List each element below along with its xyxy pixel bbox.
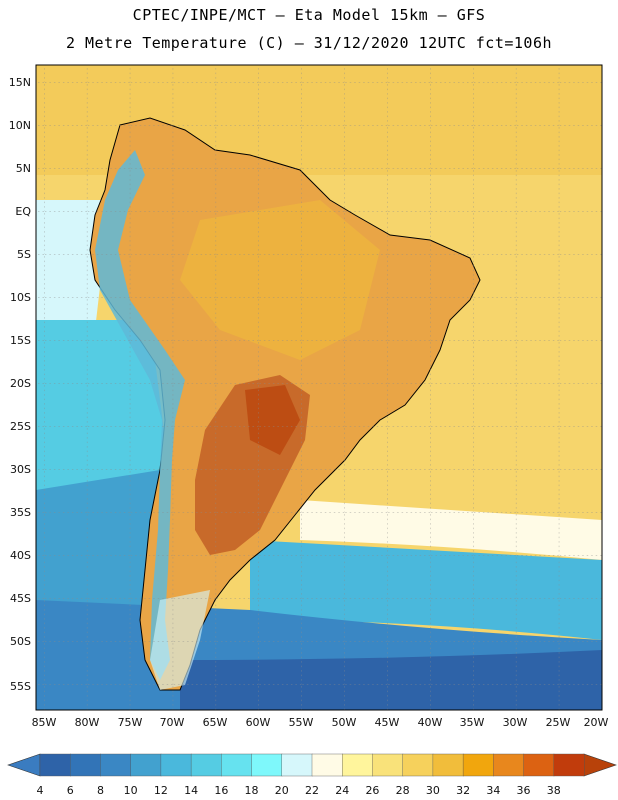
temperature-colorbar: 4 6 8 10 12 14 16 18 20 22 24 26 28 30 32 34 36 38 — [7, 753, 617, 797]
lat-label: 50S — [10, 635, 31, 648]
lat-label: 35S — [10, 506, 31, 519]
colorbar-swatch — [251, 753, 283, 777]
colorbar-swatch — [432, 753, 464, 777]
colorbar-label: 6 — [67, 784, 74, 797]
lon-label: 30W — [503, 716, 528, 729]
lon-label: 25W — [546, 716, 571, 729]
colorbar-swatch — [523, 753, 555, 777]
colorbar-swatch — [39, 753, 71, 777]
colorbar-low-arrow — [7, 753, 41, 777]
colorbar-label: 10 — [124, 784, 138, 797]
lat-label: EQ — [15, 205, 31, 218]
lon-label: 70W — [160, 716, 185, 729]
colorbar-swatch — [342, 753, 374, 777]
map-frame — [35, 64, 603, 711]
lon-label: 80W — [75, 716, 100, 729]
lon-label: 65W — [203, 716, 228, 729]
colorbar-swatch — [462, 753, 494, 777]
lat-label: 10S — [10, 291, 31, 304]
longitude-axis: 85W 80W 75W 70W 65W 60W 55W 50W 45W 40W … — [32, 716, 609, 729]
colorbar-swatch — [281, 753, 313, 777]
latitude-axis: 15N 10N 5N EQ 5S 10S 15S 20S 25S 30S 35S… — [9, 76, 32, 693]
colorbar-label: 24 — [335, 784, 349, 797]
colorbar-label: 4 — [37, 784, 44, 797]
lat-label: 5S — [17, 248, 31, 261]
lon-label: 20W — [584, 716, 609, 729]
colorbar-swatch — [402, 753, 434, 777]
map-field — [36, 65, 602, 710]
colorbar-label: 34 — [486, 784, 500, 797]
colorbar-high-arrow — [583, 753, 617, 777]
colorbar-label: 12 — [154, 784, 168, 797]
colorbar-swatch — [100, 753, 132, 777]
colorbar-swatch — [372, 753, 404, 777]
map-title-line2: 2 Metre Temperature (C) – 31/12/2020 12U… — [65, 34, 553, 52]
colorbar-label: 8 — [97, 784, 104, 797]
lat-label: 25S — [10, 420, 31, 433]
colorbar-label: 36 — [517, 784, 531, 797]
lat-label: 30S — [10, 463, 31, 476]
colorbar-label: 22 — [305, 784, 319, 797]
lat-label: 5N — [16, 162, 31, 175]
colorbar-label: 30 — [426, 784, 440, 797]
lat-label: 15N — [9, 76, 31, 89]
colorbar-label: 28 — [396, 784, 410, 797]
colorbar-label: 14 — [184, 784, 198, 797]
lon-label: 55W — [289, 716, 314, 729]
lon-label: 60W — [246, 716, 271, 729]
colorbar-swatch — [493, 753, 525, 777]
colorbar-swatch — [160, 753, 192, 777]
colorbar-label: 32 — [456, 784, 470, 797]
colorbar-label: 38 — [547, 784, 561, 797]
colorbar-swatch — [311, 753, 343, 777]
lon-label: 45W — [375, 716, 400, 729]
lon-label: 35W — [460, 716, 485, 729]
lat-label: 20S — [10, 377, 31, 390]
lat-label: 10N — [9, 119, 31, 132]
colorbar-label: 20 — [275, 784, 289, 797]
colorbar-swatch — [70, 753, 102, 777]
lon-label: 50W — [332, 716, 357, 729]
colorbar-swatch — [130, 753, 162, 777]
colorbar-label: 18 — [245, 784, 259, 797]
lat-label: 55S — [10, 680, 31, 693]
lat-label: 45S — [10, 592, 31, 605]
lon-label: 85W — [32, 716, 57, 729]
colorbar-swatch — [553, 753, 585, 777]
lon-label: 75W — [118, 716, 143, 729]
lat-label: 40S — [10, 549, 31, 562]
lat-label: 15S — [10, 334, 31, 347]
colorbar-swatch — [221, 753, 253, 777]
colorbar-label: 16 — [214, 784, 228, 797]
colorbar-label: 26 — [365, 784, 379, 797]
colorbar-swatch — [190, 753, 222, 777]
lon-label: 40W — [418, 716, 443, 729]
map-title-line1: CPTEC/INPE/MCT – Eta Model 15km – GFS — [132, 6, 486, 24]
